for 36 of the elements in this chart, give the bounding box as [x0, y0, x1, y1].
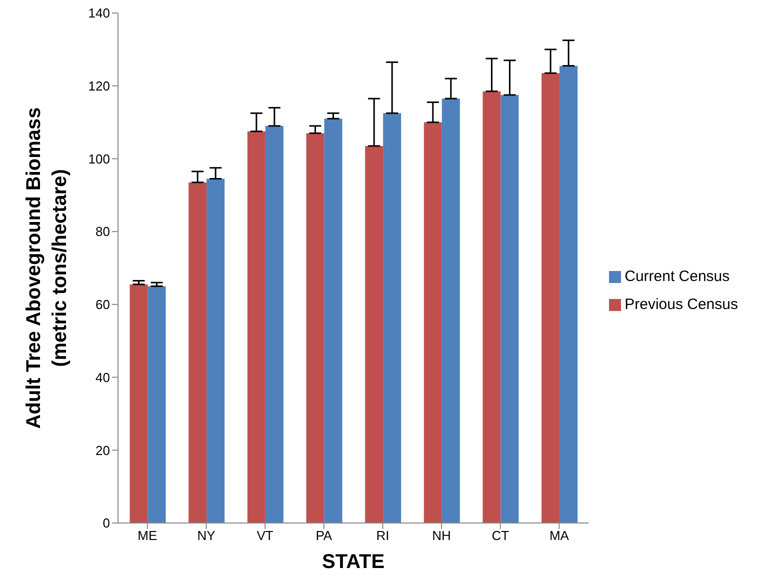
bar — [130, 284, 148, 523]
x-tick-label: NH — [432, 528, 451, 544]
bar — [500, 94, 519, 523]
y-tick-label: 40 — [96, 370, 110, 385]
x-tick-label: ME — [138, 528, 158, 544]
bar — [560, 66, 578, 523]
bar — [542, 73, 560, 523]
bar — [424, 122, 442, 523]
legend-label: Previous Census — [624, 296, 738, 312]
bar — [442, 98, 460, 523]
bar — [188, 182, 207, 523]
x-tick-label: RI — [376, 528, 390, 544]
bar — [383, 113, 402, 523]
x-tick-label: MA — [549, 528, 570, 544]
x-tick-label: CT — [492, 528, 510, 544]
bar — [482, 91, 501, 523]
bar — [365, 146, 384, 523]
y-tick-label: 0 — [102, 516, 110, 531]
legend-label: Current Census — [624, 268, 730, 284]
y-tick-label: 100 — [88, 151, 110, 166]
y-axis-title: Adult Tree Aboveground Biomass (metric tons/hectare) — [23, 107, 71, 429]
x-tick-label: VT — [256, 528, 274, 544]
bar — [247, 131, 266, 523]
bar — [148, 286, 166, 523]
y-tick-label: 60 — [96, 297, 110, 312]
x-axis-title: STATE — [322, 551, 385, 573]
bar — [265, 126, 284, 523]
y-tick-label: 20 — [96, 442, 110, 458]
x-tick-label: PA — [316, 528, 332, 544]
y-tick-label: 120 — [88, 78, 110, 94]
y-tick-label: 80 — [96, 224, 110, 240]
y-tick-label: 140 — [88, 6, 110, 21]
x-tick-label: NY — [197, 528, 216, 544]
bar — [306, 133, 324, 523]
bar — [324, 118, 342, 523]
bar — [206, 178, 225, 523]
